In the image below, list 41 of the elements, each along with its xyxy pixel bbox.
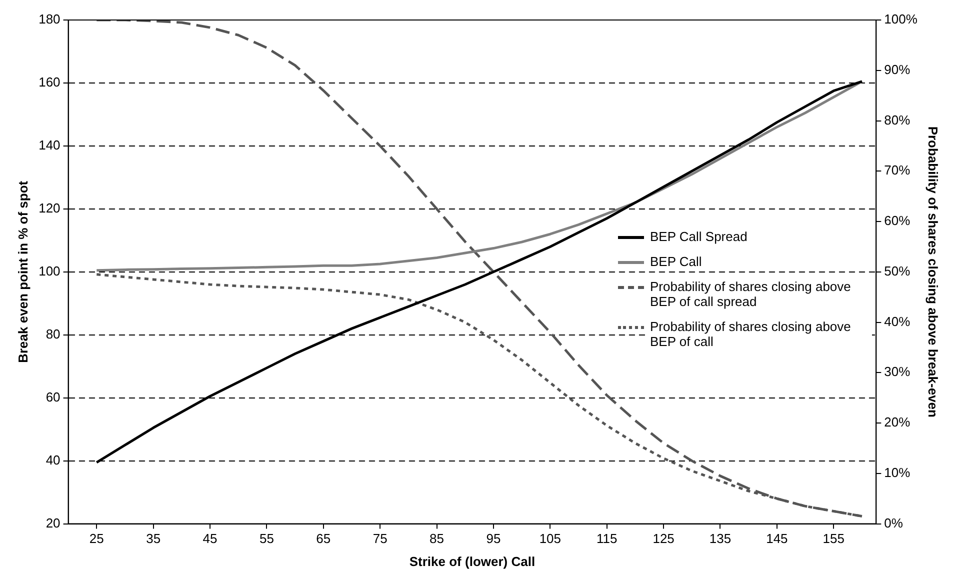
x-tick-label: 45 [202,531,218,546]
y2-tick-label: 90% [884,62,911,77]
y-tick-label: 160 [38,74,60,90]
y2-tick-label: 30% [884,364,911,380]
x-tick-label: 155 [822,531,844,546]
x-tick-label: 75 [372,531,388,546]
y-tick-label: 20 [46,515,60,530]
x-tick-label: 115 [596,531,618,546]
x-tick-label: 65 [316,531,331,546]
x-axis-title: Strike of (lower) Call [409,554,536,569]
x-tick-label: 125 [652,531,674,546]
y2-tick-label: 10% [884,465,911,480]
y-tick-label: 80 [46,326,60,342]
y-tick-label: 60 [46,389,60,404]
x-tick-label: 35 [146,531,161,546]
y-tick-label: 180 [38,12,60,27]
x-tick-label: 85 [430,531,444,546]
legend-label: Probability of shares closing above BEP of call spread [648,278,872,310]
y2-tick-label: 50% [884,263,911,278]
y-tick-label: 100 [38,263,60,278]
x-tick-label: 145 [766,531,788,546]
y2-axis-title: Probability of shares closing above break-even [926,126,941,418]
y2-tick-label: 100% [884,12,918,27]
y-tick-label: 40 [46,452,60,468]
y2-tick-label: 20% [884,414,911,430]
y2-tick-label: 0% [884,515,904,530]
x-tick-label: 55 [259,531,274,546]
legend-label: BEP Call Spread [648,228,750,245]
y-tick-label: 140 [38,138,60,153]
x-tick-label: 25 [89,531,104,546]
x-tick-label: 95 [486,531,501,546]
y2-tick-label: 80% [884,112,911,128]
y2-tick-label: 70% [884,162,911,178]
y-tick-label: 120 [38,200,60,216]
x-tick-label: 135 [709,531,732,546]
legend-label: Probability of shares closing above BEP of call [648,318,872,350]
x-tick-label: 105 [539,531,562,546]
legend-label: BEP Call [648,253,704,270]
y2-tick-label: 40% [884,314,911,329]
y2-tick-label: 60% [884,213,911,228]
y-axis-title: Break even point in % of spot [15,180,30,363]
